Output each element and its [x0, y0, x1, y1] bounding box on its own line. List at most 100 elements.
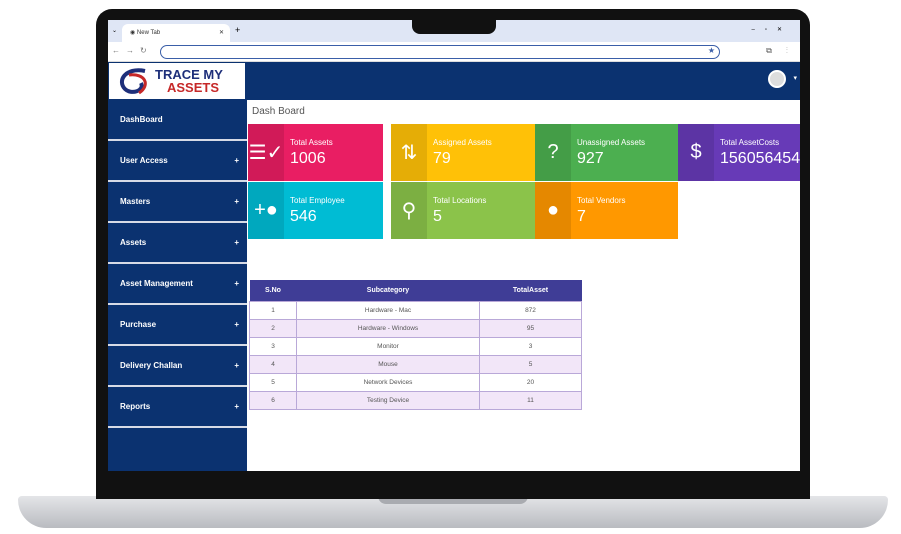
table-row: 3 Monitor 3: [249, 336, 582, 356]
sidebar-item[interactable]: Assets +: [108, 223, 247, 264]
sidebar-item[interactable]: Purchase +: [108, 305, 247, 346]
table-cell: 3: [479, 336, 582, 356]
sidebar-item[interactable]: Delivery Challan +: [108, 346, 247, 387]
table-row: 5 Network Devices 20: [249, 372, 582, 392]
expand-plus-icon[interactable]: +: [234, 402, 239, 411]
browser-tab[interactable]: ◉ New Tab ✕: [122, 24, 230, 42]
table-row: 6 Testing Device 11: [249, 390, 582, 410]
expand-plus-icon[interactable]: +: [234, 279, 239, 288]
stat-card[interactable]: ● Total Vendors 7: [535, 182, 678, 239]
stat-card[interactable]: ⚲ Total Locations 5: [391, 182, 535, 239]
person-icon: ●: [535, 182, 571, 239]
card-label: Total Assets: [290, 138, 333, 147]
sidebar-item-label: Masters: [120, 197, 151, 206]
nav-buttons[interactable]: ←→↻: [112, 46, 153, 55]
table-cell: 872: [479, 300, 582, 320]
sidebar-item[interactable]: Masters +: [108, 182, 247, 223]
subcategory-table: S.No Subcategory TotalAsset 1 Hardware - Ma…: [249, 280, 582, 410]
stat-card[interactable]: $ Total AssetCosts 156056454: [678, 124, 800, 181]
table-row: 2 Hardware - Windows 95: [249, 318, 582, 338]
table-cell: Testing Device: [296, 390, 480, 410]
card-value: 927: [577, 150, 604, 167]
close-tab-icon[interactable]: ✕: [218, 30, 224, 36]
card-value: 1006: [290, 150, 326, 167]
address-bar: ←→↻ ★ ⧉ ⋮: [108, 42, 800, 62]
add-user-icon: +●: [248, 182, 284, 239]
sidebar-item[interactable]: User Access +: [108, 141, 247, 182]
col-totalasset: TotalAsset: [479, 280, 582, 301]
card-label: Assigned Assets: [433, 138, 492, 147]
laptop-hinge: [378, 496, 528, 504]
sidebar-item[interactable]: Reports +: [108, 387, 247, 428]
expand-plus-icon[interactable]: +: [234, 197, 239, 206]
table-cell: Mouse: [296, 354, 480, 374]
table-cell: 6: [249, 390, 297, 410]
main-content: Dash Board ☰✓ Total Assets 1006 ⇅ Assigned A…: [248, 100, 800, 471]
expand-plus-icon[interactable]: +: [234, 238, 239, 247]
table-cell: 5: [249, 372, 297, 392]
col-sno: S.No: [249, 280, 297, 301]
swap-vertical-icon: ⇅: [391, 124, 427, 181]
expand-plus-icon[interactable]: +: [234, 361, 239, 370]
expand-plus-icon[interactable]: +: [234, 320, 239, 329]
table-cell: Network Devices: [296, 372, 480, 392]
sidebar-item[interactable]: Asset Management +: [108, 264, 247, 305]
table-cell: 5: [479, 354, 582, 374]
card-label: Total AssetCosts: [720, 138, 780, 147]
card-value: 156056454: [720, 150, 800, 167]
card-label: Total Employee: [290, 196, 345, 205]
screen: ⌄ ◉ New Tab ✕ + –▫✕ ←→↻ ★ ⧉ ⋮ TRACE MY ASS…: [108, 20, 800, 471]
sidebar: DashBoard User Access + Masters + Assets + Asse…: [108, 100, 247, 471]
card-value: 79: [433, 150, 451, 167]
sidebar-item-label: Purchase: [120, 320, 157, 329]
table-row: 4 Mouse 5: [249, 354, 582, 374]
logo[interactable]: TRACE MY ASSETS: [109, 63, 245, 99]
sidebar-item-label: User Access: [120, 156, 168, 165]
expand-plus-icon[interactable]: +: [234, 156, 239, 165]
card-value: 546: [290, 208, 317, 225]
dollar-icon: $: [678, 124, 714, 181]
table-cell: 20: [479, 372, 582, 392]
logo-line2: ASSETS: [167, 79, 220, 95]
sidebar-item-label: Delivery Challan: [120, 361, 183, 370]
stat-card[interactable]: ? Unassigned Assets 927: [535, 124, 678, 181]
table-cell: 4: [249, 354, 297, 374]
table-cell: 3: [249, 336, 297, 356]
table-cell: 2: [249, 318, 297, 338]
chevron-down-icon[interactable]: ▾: [793, 75, 797, 82]
window-controls[interactable]: –▫✕: [751, 27, 792, 33]
question-icon: ?: [535, 124, 571, 181]
card-label: Total Vendors: [577, 196, 626, 205]
sidebar-item-label: Assets: [120, 238, 147, 247]
tab-title: New Tab: [136, 30, 161, 36]
stat-card[interactable]: ⇅ Assigned Assets 79: [391, 124, 535, 181]
table-row: 1 Hardware - Mac 872: [249, 300, 582, 320]
sidebar-item-label: Reports: [120, 402, 151, 411]
table-cell: 1: [249, 300, 297, 320]
table-cell: Monitor: [296, 336, 480, 356]
table-cell: Hardware - Mac: [296, 300, 480, 320]
app-header: TRACE MY ASSETS ▾: [108, 62, 800, 100]
table-cell: Hardware - Windows: [296, 318, 480, 338]
logo-line1: TRACE MY: [155, 66, 223, 82]
chrome-icon: ◉: [130, 30, 137, 36]
tab-list-icon[interactable]: ⌄: [112, 28, 118, 34]
location-pin-icon: ⚲: [391, 182, 427, 239]
table-cell: 11: [479, 390, 582, 410]
stat-card[interactable]: ☰✓ Total Assets 1006: [248, 124, 383, 181]
bookmark-star-icon[interactable]: ★: [707, 46, 715, 55]
browser-menu-icons[interactable]: ⧉ ⋮: [766, 46, 794, 55]
user-avatar[interactable]: [768, 70, 786, 88]
url-input[interactable]: ★: [160, 45, 720, 59]
card-label: Total Locations: [433, 196, 487, 205]
col-subcategory: Subcategory: [296, 280, 480, 301]
checklist-icon: ☰✓: [248, 124, 284, 181]
sidebar-item[interactable]: DashBoard: [108, 100, 247, 141]
sidebar-item-label: DashBoard: [120, 115, 163, 124]
card-label: Unassigned Assets: [577, 138, 646, 147]
logo-swoosh-icon: [119, 68, 147, 95]
stat-card[interactable]: +● Total Employee 546: [248, 182, 383, 239]
table-cell: 95: [479, 318, 582, 338]
new-tab-icon[interactable]: +: [235, 25, 241, 35]
card-value: 7: [577, 208, 586, 225]
